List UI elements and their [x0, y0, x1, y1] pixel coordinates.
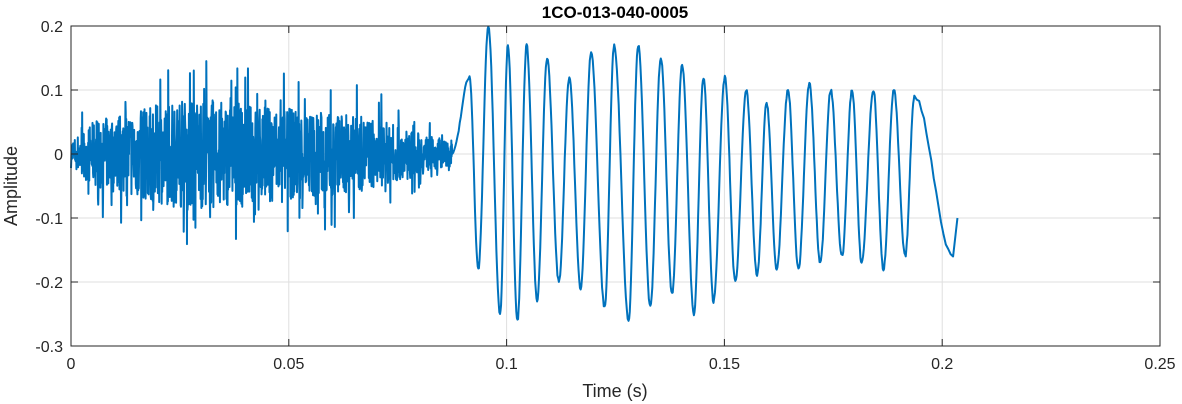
y-tick-label: 0.1 — [41, 83, 63, 100]
chart-title: 1CO-013-040-0005 — [542, 3, 688, 22]
y-tick-label: -0.2 — [35, 275, 63, 292]
y-axis-label: Amplitude — [1, 146, 21, 226]
x-tick-label: 0.25 — [1144, 356, 1175, 373]
x-tick-label: 0.05 — [273, 356, 304, 373]
x-axis-label: Time (s) — [582, 381, 647, 401]
x-tick-label: 0 — [67, 356, 76, 373]
plot-background — [71, 26, 1160, 346]
y-axis-ticks: -0.3 -0.2 -0.1 0 0.1 0.2 — [35, 19, 1160, 356]
signal-line — [70, 25, 959, 322]
y-tick-label: 0 — [54, 147, 63, 164]
x-tick-label: 0.2 — [931, 356, 953, 373]
y-tick-label: 0.2 — [41, 19, 63, 36]
y-tick-label: -0.1 — [35, 211, 63, 228]
signal-series — [70, 25, 959, 322]
plot-frame — [70, 25, 1161, 347]
y-tick-label: -0.3 — [35, 339, 63, 356]
x-tick-label: 0.1 — [495, 356, 517, 373]
x-tick-label: 0.15 — [709, 356, 740, 373]
x-axis-ticks: 0 0.05 0.1 0.15 0.2 0.25 — [67, 26, 1176, 373]
